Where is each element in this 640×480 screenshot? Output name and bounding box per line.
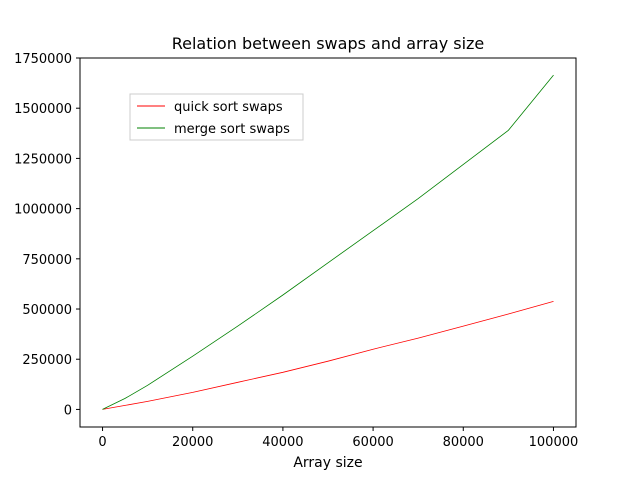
y-tick-label: 1250000 (14, 152, 72, 167)
legend-label: merge sort swaps (174, 122, 290, 137)
series-line-0 (102, 301, 554, 410)
y-tick-label: 750000 (22, 253, 72, 268)
legend-label: quick sort swaps (174, 100, 283, 115)
chart-title: Relation between swaps and array size (172, 34, 485, 53)
y-axis: 0 250000 500000 750000 1000000 1250000 1500000… (14, 52, 80, 418)
x-axis: 0 20000 40000 60000 80000 100000 (98, 427, 578, 450)
y-tick-label: 1000000 (14, 203, 72, 218)
y-tick-label: 250000 (22, 353, 72, 368)
legend: quick sort swaps merge sort swaps (129, 93, 304, 141)
x-axis-title: Array size (293, 455, 362, 471)
y-tick-label: 1500000 (14, 102, 72, 117)
y-tick-label: 0 (64, 403, 72, 418)
y-tick-label: 1750000 (14, 52, 72, 67)
x-tick-label: 0 (98, 435, 106, 450)
x-tick-label: 80000 (443, 435, 484, 450)
y-tick-label: 500000 (22, 303, 72, 318)
x-tick-label: 40000 (262, 435, 303, 450)
plot-frame (79, 57, 577, 428)
legend-box (129, 93, 304, 141)
series-layer (102, 74, 554, 410)
x-tick-label: 60000 (352, 435, 393, 450)
x-tick-label: 100000 (529, 435, 579, 450)
series-line-1 (102, 74, 554, 410)
x-tick-label: 20000 (172, 435, 213, 450)
